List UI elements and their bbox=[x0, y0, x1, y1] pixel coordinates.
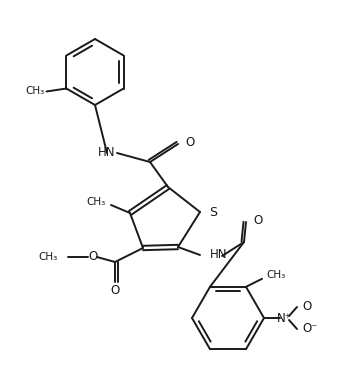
Text: CH₃: CH₃ bbox=[87, 197, 106, 207]
Text: N⁺: N⁺ bbox=[277, 312, 291, 325]
Text: O: O bbox=[302, 301, 311, 314]
Text: O: O bbox=[88, 251, 97, 264]
Text: O: O bbox=[253, 215, 262, 228]
Text: HN: HN bbox=[210, 249, 227, 262]
Text: HN: HN bbox=[98, 147, 116, 160]
Text: O⁻: O⁻ bbox=[302, 323, 317, 335]
Text: CH₃: CH₃ bbox=[25, 86, 44, 97]
Text: CH₃: CH₃ bbox=[266, 270, 285, 280]
Text: S: S bbox=[209, 206, 217, 219]
Text: O: O bbox=[185, 136, 194, 149]
Text: CH₃: CH₃ bbox=[39, 252, 58, 262]
Text: O: O bbox=[110, 285, 120, 298]
